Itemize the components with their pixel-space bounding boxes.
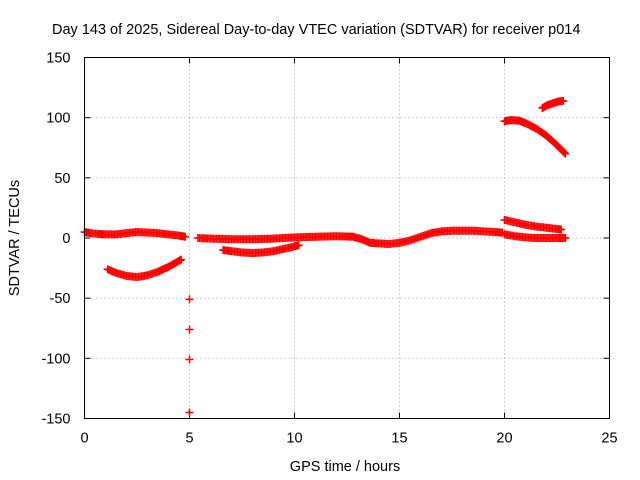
y-tick-label: 100 — [46, 111, 70, 127]
data-point — [557, 225, 566, 234]
y-tick-label: -50 — [50, 291, 71, 307]
data-point-marker — [181, 232, 190, 241]
data-point-marker — [294, 241, 303, 250]
y-tick-label: -100 — [41, 351, 70, 367]
data-point — [561, 149, 570, 158]
data-point-marker — [185, 295, 194, 304]
plot-frame — [84, 57, 610, 419]
data-point — [185, 355, 194, 364]
y-tick-label: 150 — [46, 51, 70, 67]
data-point-marker — [177, 255, 186, 264]
x-tick-label: 25 — [601, 431, 617, 447]
data-point — [185, 325, 194, 334]
data-point — [559, 96, 568, 105]
y-tick-label: 50 — [54, 171, 70, 187]
data-point-marker — [185, 408, 194, 417]
data-point-marker — [561, 149, 570, 158]
y-axis-label: SDTVAR / TECUs — [7, 180, 23, 296]
data-point — [185, 408, 194, 417]
data-point-marker — [185, 355, 194, 364]
data-point-marker — [559, 96, 568, 105]
y-tick-label: 0 — [62, 231, 70, 247]
x-tick-label: 10 — [286, 431, 302, 447]
data-point-marker — [560, 148, 569, 157]
data-point-marker — [561, 234, 570, 242]
x-tick-label: 0 — [80, 431, 88, 447]
data-point-marker — [185, 325, 194, 334]
data-point — [177, 255, 186, 264]
y-tick-label: -150 — [41, 412, 70, 428]
data-point — [561, 234, 570, 242]
x-tick-label: 15 — [391, 431, 407, 447]
data-point — [294, 241, 303, 250]
x-tick-label: 5 — [185, 431, 193, 447]
data-point — [185, 295, 194, 304]
axis-ticks: 0 5 10 15 20 25 -150 -100 -50 0 50 100 150 — [41, 51, 617, 447]
chart-title: Day 143 of 2025, Sidereal Day-to-day VTE… — [52, 22, 580, 38]
data-points — [80, 96, 570, 417]
x-tick-label: 20 — [496, 431, 512, 447]
data-point — [181, 232, 190, 241]
data-point-marker — [557, 225, 566, 234]
x-axis-label: GPS time / hours — [290, 459, 400, 475]
data-point — [560, 148, 569, 157]
